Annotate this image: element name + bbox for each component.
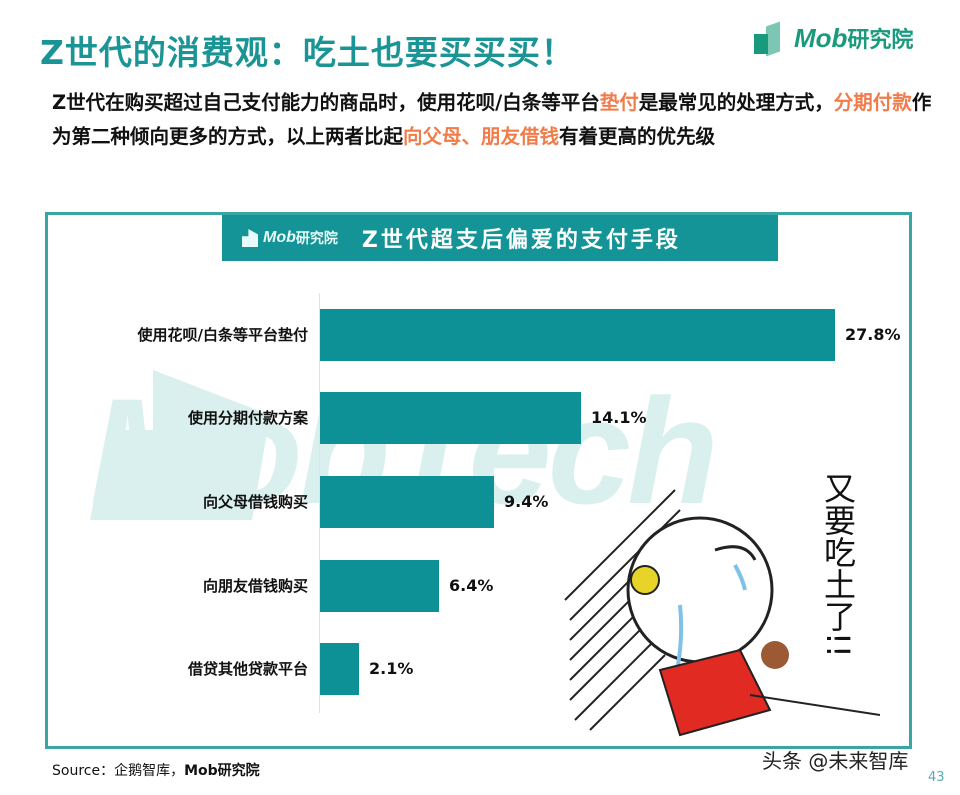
building-logo-icon — [752, 20, 788, 57]
category-label: 使用分期付款方案 — [187, 409, 308, 427]
value-label: 9.4% — [504, 492, 549, 511]
bar-row: 向朋友借钱购买 6.4% — [0, 560, 960, 612]
category-label: 向父母借钱购买 — [202, 493, 308, 511]
value-label: 6.4% — [449, 576, 494, 595]
mob-logo: Mob研究院 — [752, 16, 913, 60]
value-label: 27.8% — [845, 325, 901, 344]
bar — [320, 643, 359, 695]
subtitle-highlight: 垫付 — [599, 91, 639, 114]
subtitle-text: 是最常见的处理方式， — [638, 91, 834, 114]
logo-latin: Mob — [794, 23, 848, 53]
bar — [320, 560, 439, 612]
category-label: 向朋友借钱购买 — [202, 577, 308, 595]
chart-header-logo: Mob 研究院 — [242, 228, 338, 248]
bar-row: 向父母借钱购买 9.4% — [0, 476, 960, 528]
value-label: 2.1% — [369, 659, 414, 678]
chart-header: Mob 研究院 Z世代超支后偏爱的支付手段 — [222, 215, 778, 261]
building-logo-icon — [242, 229, 258, 247]
bar — [320, 392, 581, 444]
page-title: Z世代的消费观：吃土也要买买买！ — [40, 33, 575, 72]
bar — [320, 309, 835, 361]
value-label: 14.1% — [591, 408, 647, 427]
logo-cn: 研究院 — [847, 27, 914, 52]
subtitle-text: Z世代在购买超过自己支付能力的商品时，使用花呗/白条等平台 — [52, 91, 600, 114]
chart-title: Z世代超支后偏爱的支付手段 — [361, 228, 681, 253]
bar-row: 使用分期付款方案 14.1% — [0, 392, 960, 444]
cartoon-caption: 又要吃土了!! — [819, 472, 857, 658]
bar — [320, 476, 494, 528]
bar-row: 借贷其他贷款平台 2.1% — [0, 643, 960, 695]
subtitle-text: 作为第二种倾向更多的方式，以上两者比起 — [52, 91, 932, 148]
subtitle: Z世代在购买超过自己支付能力的商品时，使用花呗/白条等平台垫付是最常见的处理方式… — [52, 86, 932, 154]
subtitle-highlight: 向父母、朋友借钱 — [403, 125, 560, 148]
bar-row: 使用花呗/白条等平台垫付 27.8% — [0, 309, 960, 361]
subtitle-highlight: 分期付款 — [833, 91, 912, 114]
source-note: Source：企鹅智库，Mob研究院 — [52, 763, 260, 779]
y-axis-line — [319, 293, 320, 713]
category-label: 借贷其他贷款平台 — [187, 660, 308, 678]
category-label: 使用花呗/白条等平台垫付 — [137, 326, 308, 344]
credit-watermark: 头条 @未来智库 — [762, 749, 909, 773]
crying-cartoon-icon — [564, 489, 880, 737]
page-number: 43 — [928, 770, 945, 785]
subtitle-text: 有着更高的优先级 — [559, 125, 716, 148]
